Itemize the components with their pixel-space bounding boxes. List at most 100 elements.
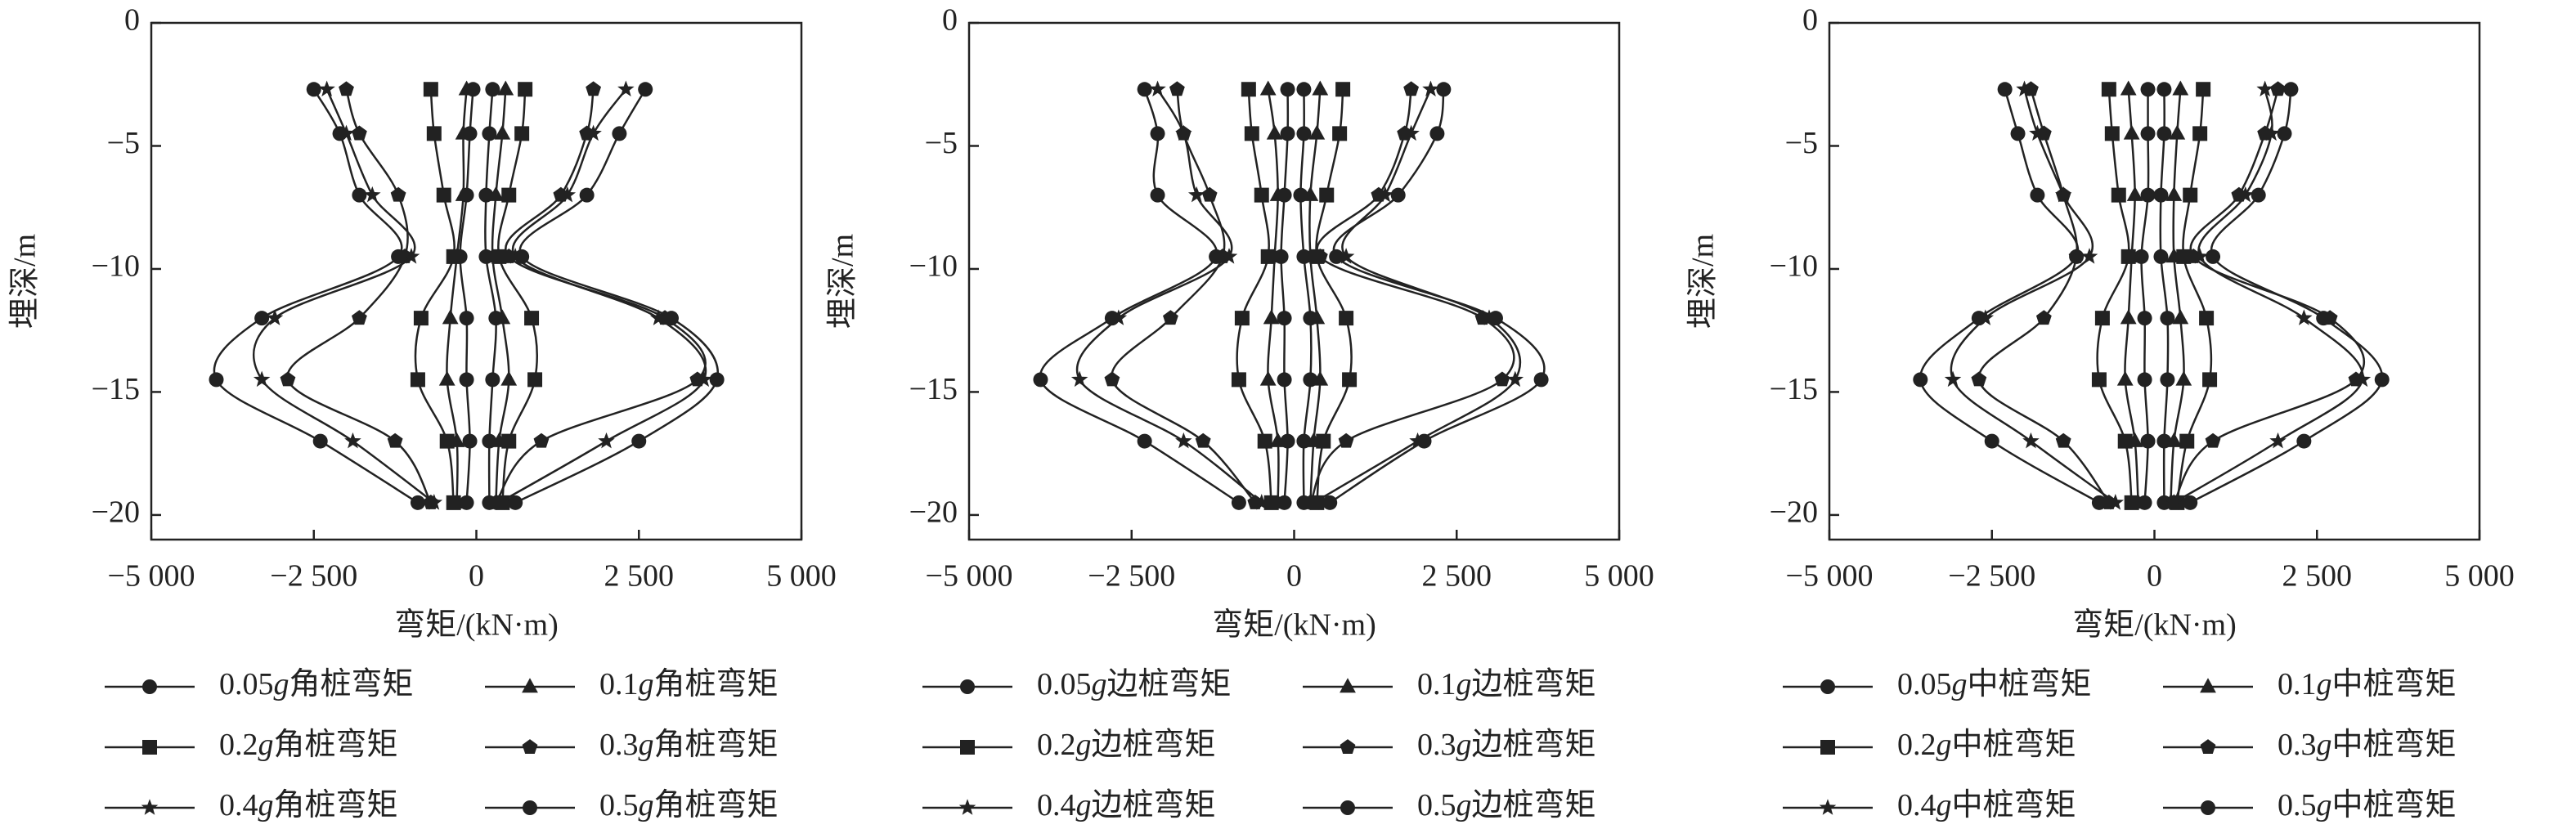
marker [1209,249,1224,264]
marker [2035,310,2052,325]
marker [2256,80,2273,96]
legend-label: 0.5g角桩弯矩 [599,788,779,822]
marker [2091,372,2107,388]
marker [1416,433,1432,449]
x-tick-label: 2 500 [2282,559,2353,594]
legend-label: 0.2g边桩弯矩 [1037,728,1216,762]
marker [2124,495,2139,510]
marker [1259,80,1277,96]
marker [524,311,540,326]
marker [1266,124,1283,140]
y-tick-label: −15 [909,372,958,406]
marker [1322,495,1338,510]
marker [1195,432,1211,448]
legend-marker [523,800,537,815]
x-axis-label: 弯矩/(kN·m) [1212,608,1376,643]
legend-marker [2200,678,2216,693]
marker [332,126,348,141]
legend-marker [958,799,976,815]
marker [2156,82,2172,97]
marker [1913,372,1928,388]
legend-marker [142,740,157,755]
marker [497,80,514,96]
x-axis-label: 弯矩/(kN·m) [394,608,559,643]
marker [527,372,543,388]
moment-curve [2173,89,2364,504]
marker [2055,432,2071,448]
marker [1263,309,1280,325]
x-tick-label: −5 000 [108,559,195,594]
marker [253,370,271,388]
y-tick-label: −5 [107,126,140,160]
y-tick-label: −10 [92,249,140,284]
marker [2160,372,2175,388]
marker [508,495,523,510]
marker [2237,186,2255,203]
moment-curve [252,88,435,504]
marker [1296,126,1312,141]
marker [487,186,505,201]
legend-marker [960,679,975,694]
marker [462,433,478,449]
x-tick-label: −2 500 [270,559,357,594]
marker [1339,311,1354,326]
marker [1332,126,1348,141]
marker [1263,495,1279,510]
marker [387,432,403,448]
x-tick-label: 0 [2147,559,2162,594]
marker [2126,186,2143,201]
marker [2172,309,2189,325]
y-tick-label: −10 [1770,249,1818,284]
marker [2165,494,2183,510]
marker [1997,82,2013,97]
legend-marker [142,679,157,694]
marker [410,495,425,510]
y-axis-label: 埋深/m [1686,234,1721,329]
marker [1033,372,1048,388]
marker [446,495,461,510]
marker [1342,372,1358,388]
legend-label: 0.5g中桩弯矩 [2278,788,2457,822]
legend-label: 0.5g边桩弯矩 [1417,788,1596,822]
x-tick-label: 0 [469,559,484,594]
moment-curve [495,89,707,504]
legend-marker [1340,739,1356,755]
marker [1376,186,1394,203]
marker [1277,311,1292,326]
legend-label: 0.3g中桩弯矩 [2278,728,2457,762]
legend-label: 0.05g边桩弯矩 [1037,667,1232,701]
y-tick-label: 0 [942,3,958,38]
marker [2156,126,2172,141]
moment-curve [1977,88,2110,504]
marker [1436,82,1452,97]
marker [2069,249,2085,264]
legend-label: 0.4g边桩弯矩 [1037,788,1216,822]
panel: 0 −5 −10 −15 −20 −5 000 −2 500 0 2 500 5 000 弯矩/(k… [1686,3,2515,822]
marker [1220,248,1238,264]
marker [1316,433,1331,449]
marker [1253,494,1271,510]
marker [280,371,296,387]
marker [1150,187,1165,203]
marker [1070,370,1088,388]
y-axis-label: 埋深/m [826,234,860,329]
marker [2140,187,2156,203]
marker [1259,370,1277,386]
panel: 0 −5 −10 −15 −20 −5 000 −2 500 0 2 500 5 000 弯矩/(k… [826,3,1654,822]
marker [2296,309,2313,325]
legend-marker [522,678,538,693]
marker [2277,126,2292,141]
marker [2117,433,2133,449]
plot-frame [150,21,803,541]
marker [438,370,456,386]
plot-frame [967,21,1621,541]
marker [1201,186,1218,202]
marker [1231,372,1246,388]
legend-marker [522,739,538,755]
marker [459,372,474,388]
marker [2054,186,2072,203]
marker [1149,80,1166,96]
marker [390,186,406,202]
y-tick-label: −20 [1770,495,1818,530]
